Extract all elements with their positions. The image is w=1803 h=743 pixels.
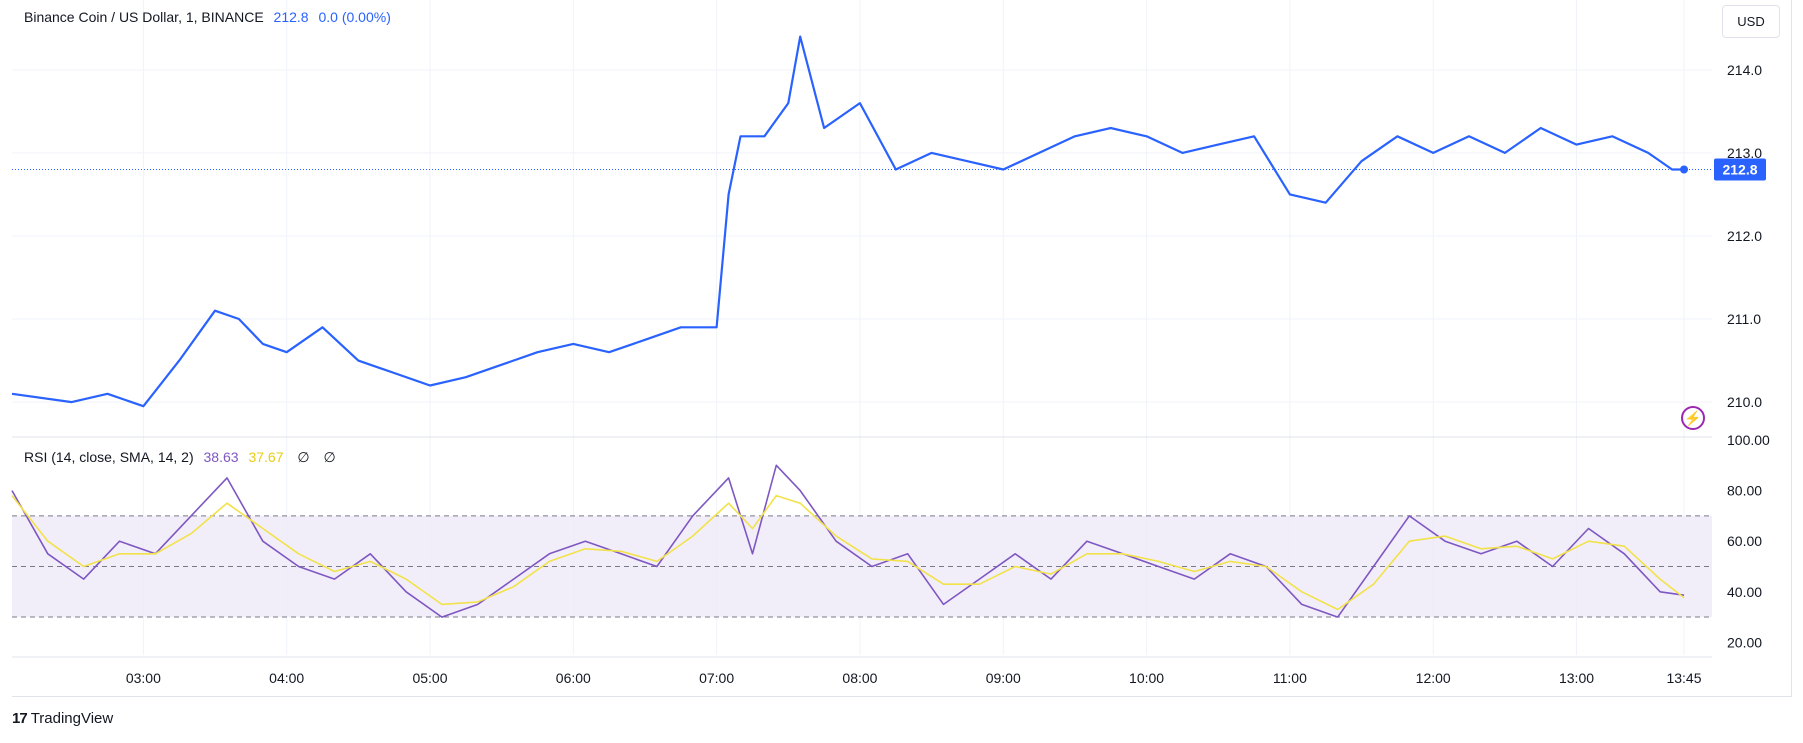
- time-axis-label: 03:00: [126, 670, 161, 686]
- symbol-price: 212.8: [273, 9, 309, 25]
- time-axis-label: 10:00: [1129, 670, 1164, 686]
- rsi-value: 38.63: [203, 449, 239, 465]
- symbol-name[interactable]: Binance Coin / US Dollar, 1, BINANCE: [24, 9, 264, 25]
- tradingview-logo-icon: 17: [12, 710, 28, 727]
- rsi-axis-label: 80.00: [1727, 483, 1762, 499]
- time-axis-label: 06:00: [556, 670, 591, 686]
- price-axis-label: 212.0: [1727, 228, 1762, 244]
- last-price-label-box: [1714, 158, 1766, 181]
- lightning-icon[interactable]: ⚡: [1681, 406, 1705, 430]
- rsi-line[interactable]: [11, 464, 1685, 618]
- time-axis-label: 13:45: [1666, 670, 1701, 686]
- time-axis-label: 13:00: [1559, 670, 1594, 686]
- time-axis-label: 11:00: [1273, 670, 1307, 686]
- rsi-sma-value: 37.67: [248, 449, 284, 465]
- rsi-extra-2: ∅: [323, 449, 336, 465]
- time-axis-label: 09:00: [986, 670, 1021, 686]
- rsi-axis-label: 60.00: [1727, 533, 1762, 549]
- price-axis-label: 210.0: [1727, 394, 1762, 410]
- symbol-legend: Binance Coin / US Dollar, 1, BINANCE 212…: [24, 9, 391, 25]
- time-axis-label: 04:00: [269, 670, 304, 686]
- time-axis-label: 12:00: [1416, 670, 1451, 686]
- time-axis-label: 08:00: [842, 670, 877, 686]
- last-price-label: 212.8: [1722, 162, 1757, 178]
- time-axis-label: 05:00: [412, 670, 447, 686]
- rsi-legend-label[interactable]: RSI (14, close, SMA, 14, 2): [24, 449, 194, 465]
- rsi-legend: RSI (14, close, SMA, 14, 2) 38.63 37.67 …: [24, 449, 336, 466]
- rsi-sma-line[interactable]: [11, 494, 1685, 611]
- rsi-axis-label: 100.00: [1727, 432, 1770, 448]
- last-price-dot: [1680, 165, 1688, 174]
- rsi-extra-1: ∅: [297, 449, 310, 465]
- price-axis-label: 214.0: [1727, 62, 1762, 78]
- rsi-axis-label: 20.00: [1727, 634, 1762, 650]
- currency-button[interactable]: USD: [1722, 5, 1780, 38]
- symbol-change: 0.0 (0.00%): [318, 9, 391, 25]
- price-axis-label: 213.0: [1727, 145, 1762, 161]
- price-axis-label: 211.0: [1727, 311, 1761, 327]
- price-series-line[interactable]: [11, 35, 1684, 408]
- brand-label: TradingView: [30, 710, 114, 727]
- tradingview-brand[interactable]: 17 TradingView: [12, 710, 113, 727]
- time-axis-label: 07:00: [699, 670, 734, 686]
- chart-frame: [12, 0, 1792, 697]
- rsi-axis-label: 40.00: [1727, 584, 1762, 600]
